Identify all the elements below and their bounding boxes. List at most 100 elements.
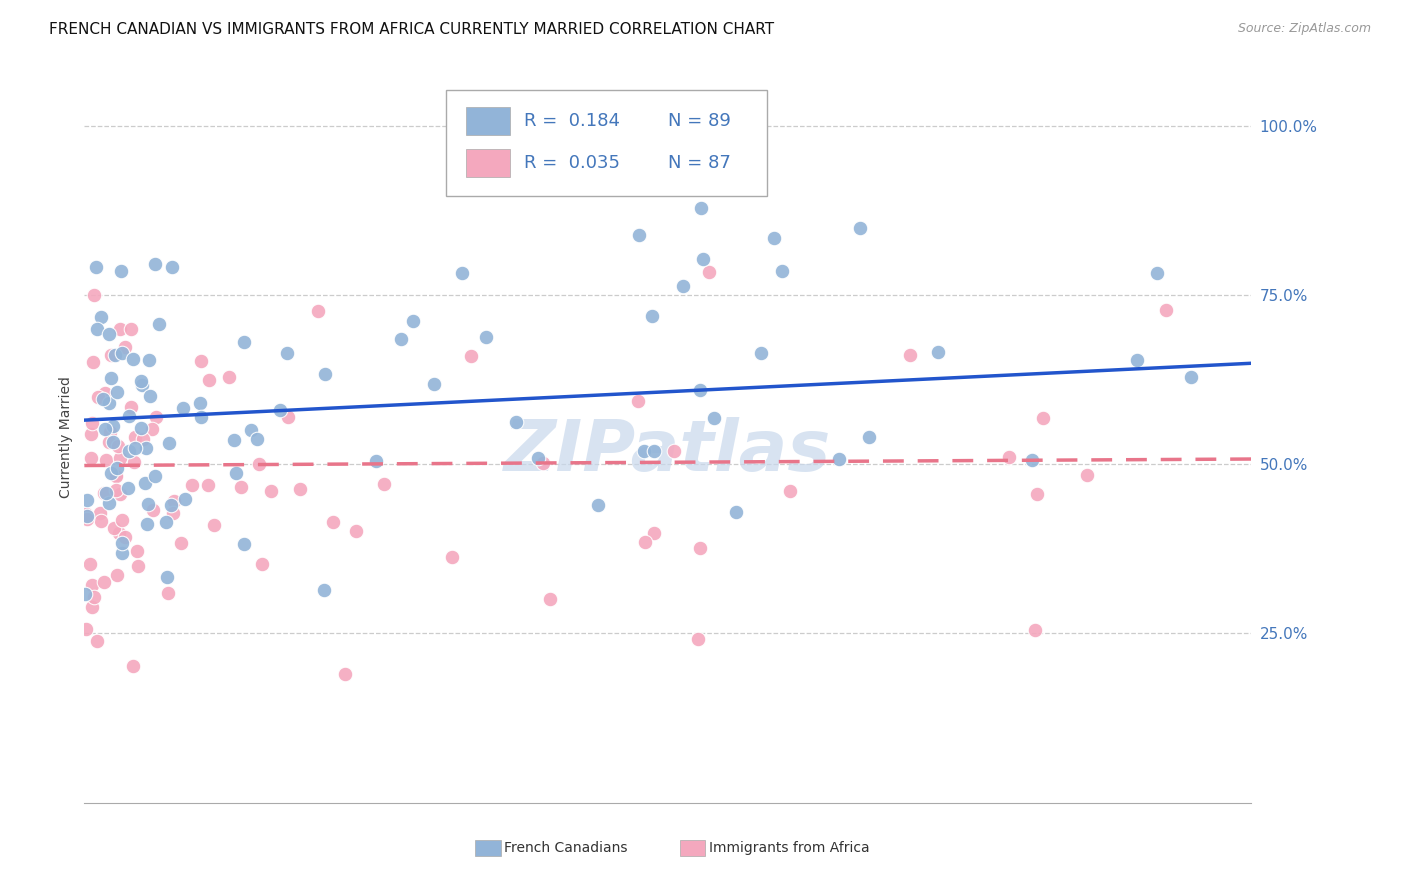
Point — [100, 466, 122, 480]
Point — [125, 544, 148, 558]
Point — [1126, 352, 1149, 367]
Point — [105, 483, 128, 497]
Text: N = 87: N = 87 — [668, 153, 731, 172]
Point — [122, 352, 145, 367]
Point — [156, 569, 179, 583]
Point — [505, 415, 527, 429]
Point — [849, 221, 872, 235]
Point — [402, 313, 425, 327]
Point — [322, 515, 344, 529]
Point — [93, 422, 115, 436]
Point — [80, 426, 103, 441]
Point — [143, 469, 166, 483]
Text: Source: ZipAtlas.com: Source: ZipAtlas.com — [1237, 22, 1371, 36]
Point — [148, 317, 170, 331]
Point — [143, 257, 166, 271]
Point — [90, 310, 112, 324]
Point — [1025, 487, 1047, 501]
Point — [423, 376, 446, 391]
Point — [79, 558, 101, 572]
Point — [73, 586, 96, 600]
Point — [138, 353, 160, 368]
Point — [333, 666, 356, 681]
Point — [111, 512, 134, 526]
FancyBboxPatch shape — [465, 107, 510, 135]
Point — [250, 557, 273, 571]
Point — [307, 304, 329, 318]
Point — [84, 260, 107, 274]
Point — [641, 310, 664, 324]
Point — [697, 265, 720, 279]
Point — [389, 332, 412, 346]
Point — [474, 329, 496, 343]
Point — [224, 433, 246, 447]
Point — [82, 578, 104, 592]
FancyBboxPatch shape — [465, 149, 510, 177]
Point — [129, 375, 152, 389]
Point — [163, 494, 186, 508]
Point — [129, 421, 152, 435]
Point — [314, 368, 336, 382]
Point — [197, 477, 219, 491]
Point — [229, 480, 252, 494]
Point — [633, 444, 655, 458]
Point — [111, 536, 134, 550]
Point — [998, 450, 1021, 465]
Point — [538, 591, 561, 606]
Point — [1021, 453, 1043, 467]
Point — [118, 443, 141, 458]
Point — [121, 659, 143, 673]
Point — [135, 441, 157, 455]
Point — [101, 434, 124, 449]
Point — [155, 515, 177, 529]
Point — [246, 432, 269, 446]
Point — [247, 457, 270, 471]
Point — [643, 526, 665, 541]
Point — [76, 493, 98, 508]
Point — [531, 456, 554, 470]
FancyBboxPatch shape — [446, 90, 768, 195]
Point — [460, 349, 482, 363]
Point — [312, 582, 335, 597]
Point — [181, 478, 204, 492]
Point — [83, 288, 105, 302]
Point — [94, 453, 117, 467]
Point — [174, 491, 197, 506]
Point — [117, 409, 139, 423]
Point — [628, 228, 651, 243]
Point — [108, 322, 131, 336]
Point — [1024, 623, 1046, 637]
Point — [105, 568, 128, 582]
Point — [288, 482, 311, 496]
Point — [114, 340, 136, 354]
Point — [366, 454, 388, 468]
Point — [97, 435, 120, 450]
Point — [110, 264, 132, 278]
Point — [94, 386, 117, 401]
Text: French Canadians: French Canadians — [505, 841, 628, 855]
Point — [1076, 468, 1098, 483]
Point — [586, 498, 609, 512]
Point — [97, 496, 120, 510]
Point — [124, 430, 146, 444]
Point — [86, 322, 108, 336]
Point — [120, 322, 142, 336]
Point — [91, 392, 114, 407]
Point — [900, 347, 922, 361]
Point — [156, 585, 179, 599]
Point — [218, 370, 240, 384]
Point — [689, 201, 711, 215]
Point — [703, 411, 725, 425]
Point — [725, 505, 748, 519]
Text: R =  0.035: R = 0.035 — [524, 153, 620, 172]
Point — [762, 231, 785, 245]
Point — [692, 252, 714, 266]
Point — [440, 549, 463, 564]
Point — [107, 440, 129, 454]
Point — [80, 600, 103, 615]
Point — [688, 632, 710, 646]
Point — [188, 396, 211, 410]
Point — [162, 260, 184, 275]
Point — [190, 354, 212, 368]
Point — [93, 485, 115, 500]
